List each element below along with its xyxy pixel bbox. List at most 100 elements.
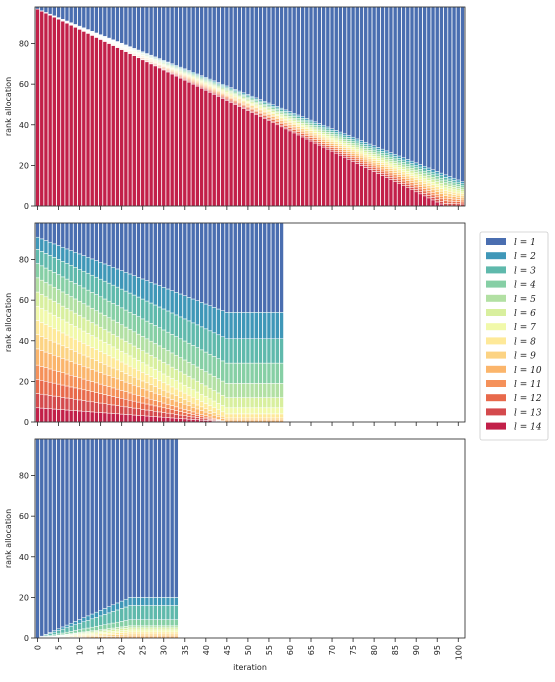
bar-p1-it82-l7: [381, 160, 385, 162]
bar-p3-it21-l4: [124, 621, 128, 627]
ytick-label: 20: [19, 377, 29, 386]
bar-p1-it98-l5: [448, 184, 452, 186]
bar-p1-it86-l6: [397, 165, 401, 167]
bar-p2-it39-l6: [200, 384, 204, 395]
bar-p2-it19-l8: [116, 360, 120, 370]
bar-p2-it5-l1: [57, 223, 61, 246]
bar-p1-it101-l9: [461, 196, 465, 198]
bar-p2-it51-l7: [250, 408, 254, 414]
bar-p2-it11-l12: [82, 390, 86, 401]
legend-label: l = 12: [514, 394, 542, 404]
bar-p1-it12-l14: [86, 33, 90, 206]
bar-p1-it94-l5: [431, 177, 435, 180]
bar-p1-it91-l6: [418, 174, 422, 176]
bar-p1-it62-l1: [296, 7, 300, 115]
bar-p2-it47-l4: [233, 363, 237, 383]
bar-p2-it46-l6: [229, 398, 233, 408]
bar-p1-it46-l14: [229, 102, 233, 206]
bar-p2-it7-l6: [65, 308, 69, 322]
bar-p1-it98-l8: [448, 191, 452, 193]
bar-p2-it48-l9: [238, 418, 242, 420]
bar-p2-it13-l10: [90, 369, 94, 381]
bar-p1-it67-l6: [317, 131, 321, 133]
bar-p2-it7-l10: [65, 360, 69, 374]
bar-p3-it19-l2: [116, 603, 120, 610]
bar-p2-it21-l11: [124, 392, 128, 400]
bar-p3-it23-l1: [132, 439, 136, 597]
bar-p2-it51-l8: [250, 414, 254, 418]
bar-p2-it3-l12: [48, 382, 52, 395]
bar-p2-it47-l6: [233, 398, 237, 408]
bar-p2-it24-l10: [137, 387, 141, 396]
bar-p1-it65-l8: [309, 131, 313, 133]
bar-p1-it90-l12: [414, 187, 418, 189]
bar-p2-it12-l7: [86, 333, 90, 345]
bar-p1-it13-l14: [90, 35, 94, 206]
legend-label: l = 11: [514, 380, 542, 390]
bar-p1-it76-l5: [355, 145, 359, 147]
bar-p2-it8-l7: [69, 324, 73, 337]
bar-p1-it92-l11: [423, 188, 427, 190]
bar-p2-it14-l13: [94, 402, 98, 412]
bar-p2-it16-l6: [103, 330, 107, 343]
bar-p1-it96-l9: [440, 191, 444, 194]
bar-p1-it16-l1: [103, 7, 107, 36]
bar-p3-it31-l1: [166, 439, 170, 597]
bar-p2-it9-l7: [73, 327, 77, 340]
bar-p1-it82-l8: [381, 162, 385, 164]
bar-p2-it55-l6: [267, 398, 271, 408]
bar-p2-it10-l7: [78, 329, 82, 341]
bar-p2-it36-l1: [187, 223, 191, 297]
bar-p2-it12-l8: [86, 345, 90, 357]
ytick-label: 40: [19, 553, 29, 562]
bar-p2-it44-l3: [221, 337, 225, 361]
bar-p2-it14-l5: [94, 311, 98, 325]
bar-p1-it91-l11: [418, 187, 422, 189]
bar-p1-it76-l13: [355, 161, 359, 163]
bar-p1-it80-l13: [372, 169, 376, 171]
bar-p3-it26-l7: [145, 630, 149, 632]
bar-p1-it63-l12: [301, 134, 305, 136]
bar-p1-it96-l4: [440, 178, 444, 181]
bar-p2-it9-l11: [73, 377, 77, 388]
bar-p1-it82-l14: [381, 176, 385, 206]
bar-p1-it75-l10: [351, 153, 355, 155]
bar-p2-it22-l2: [128, 274, 132, 293]
bar-p2-it6-l7: [61, 320, 65, 333]
bar-p1-it80-l7: [372, 156, 376, 158]
bar-p2-it3-l13: [48, 395, 52, 408]
bar-p1-it85-l12: [393, 177, 397, 179]
bar-p1-it12-l1: [86, 7, 90, 30]
bar-p1-it5-l14: [57, 19, 61, 206]
bar-p2-it11-l9: [82, 355, 86, 366]
bar-p2-it13-l5: [90, 308, 94, 322]
bar-p2-it16-l8: [103, 354, 107, 365]
bar-p1-it35-l14: [183, 80, 187, 206]
bar-p2-it31-l3: [166, 311, 170, 332]
bar-p2-it31-l2: [166, 289, 170, 311]
bar-p2-it39-l12: [200, 416, 204, 418]
bar-p2-it2-l6: [44, 297, 48, 311]
bar-p2-it41-l2: [208, 306, 212, 331]
bar-p1-it95-l10: [435, 192, 439, 195]
bar-p1-it90-l8: [414, 177, 418, 179]
bar-p2-it13-l14: [90, 412, 94, 422]
bar-p1-it81-l6: [376, 156, 380, 158]
bar-p1-it100-l4: [456, 184, 460, 186]
bar-p1-it67-l10: [317, 138, 321, 140]
bar-p2-it31-l7: [166, 376, 170, 385]
bar-p1-it43-l14: [217, 96, 221, 206]
bar-p2-it33-l11: [174, 407, 178, 411]
bar-p2-it36-l2: [187, 297, 191, 321]
bar-p1-it95-l11: [435, 194, 439, 197]
bar-p1-it63-l6: [301, 123, 305, 125]
bar-p1-it26-l1: [145, 7, 149, 53]
bar-p1-it66-l10: [313, 136, 317, 138]
bar-p2-it14-l10: [94, 371, 98, 383]
bar-p1-it59-l14: [284, 129, 288, 206]
bar-p2-it10-l14: [78, 411, 82, 422]
bar-p1-it63-l3: [301, 118, 305, 120]
bar-p1-it49-l1: [242, 7, 246, 93]
bar-p2-it50-l7: [246, 408, 250, 414]
bar-p2-it50-l6: [246, 398, 250, 408]
